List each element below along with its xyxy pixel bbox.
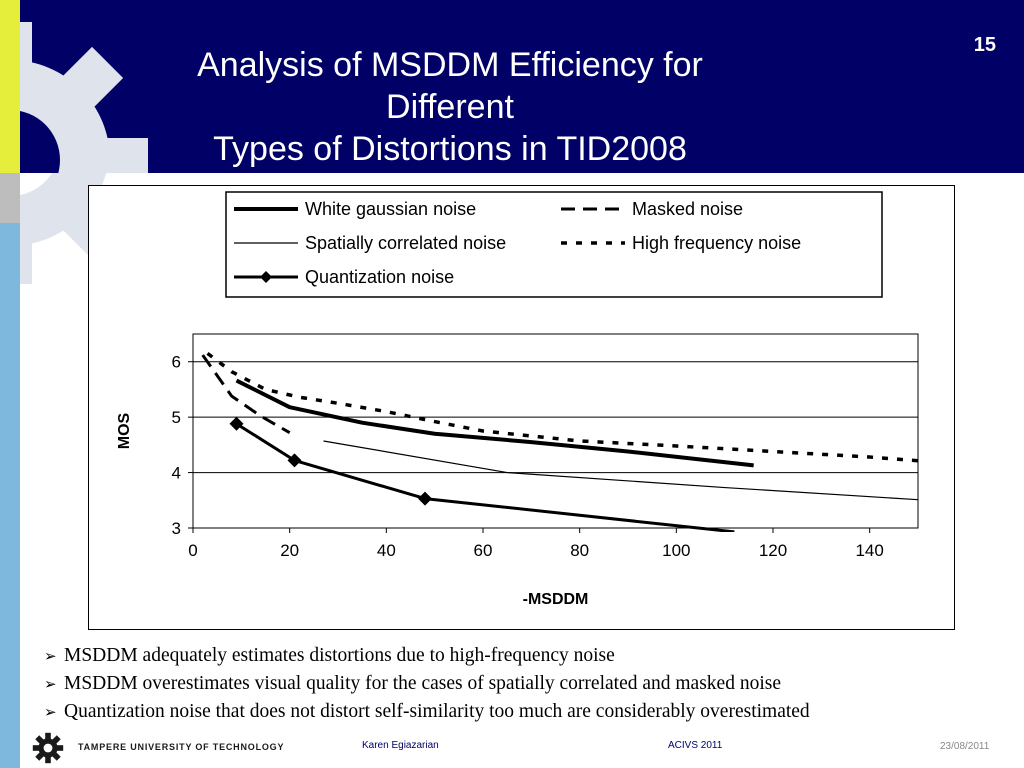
slide-number: 15 (973, 34, 996, 56)
footer-conference: ACIVS 2011 (668, 740, 723, 751)
bullet-list: ➢ MSDDM adequately estimates distortions … (44, 642, 1004, 726)
slide-title-line2: Types of Distortions in TID2008 (213, 130, 687, 168)
legend-label: Quantization noise (305, 267, 454, 287)
x-tick-label: 80 (570, 541, 589, 560)
x-tick-label: 120 (759, 541, 787, 560)
footer-university: TAMPERE UNIVERSITY OF TECHNOLOGY (78, 742, 285, 752)
y-tick-label: 5 (172, 408, 181, 427)
bullet-item: ➢ Quantization noise that does not distor… (44, 698, 1004, 726)
slide-title: Analysis of MSDDM Efficiency for Differe… (140, 44, 760, 170)
arrow-bullet-icon: ➢ (44, 675, 57, 693)
side-accent-grey (0, 173, 20, 223)
y-tick-label: 6 (172, 353, 181, 372)
data-point-marker (418, 491, 432, 506)
series-line (235, 378, 754, 468)
plot-area (192, 333, 919, 529)
bullet-item: ➢ MSDDM overestimates visual quality for … (44, 670, 1004, 698)
bullet-item: ➢ MSDDM adequately estimates distortions … (44, 642, 1004, 670)
legend-label: Spatially correlated noise (305, 233, 506, 253)
x-tick-label: 0 (188, 541, 197, 560)
slide-footer: TAMPERE UNIVERSITY OF TECHNOLOGY Karen E… (0, 728, 1024, 768)
x-axis-label: -MSDDM (523, 591, 589, 608)
legend-label: White gaussian noise (305, 199, 476, 219)
chart-frame: 3 4 5 6 0 20 40 60 80 100 120 140 -MSDDM MOS White gau… (88, 185, 955, 630)
slide-header: Analysis of MSDDM Efficiency for Differe… (20, 0, 1024, 173)
x-tick-label: 20 (280, 541, 299, 560)
bullet-text: MSDDM adequately estimates distortions d… (64, 645, 615, 666)
bullet-text: MSDDM overestimates visual quality for t… (64, 673, 781, 694)
arrow-bullet-icon: ➢ (44, 703, 57, 721)
series-line (323, 440, 918, 501)
series-line (206, 352, 918, 463)
university-logo-icon (32, 732, 64, 764)
gear-icon (20, 22, 148, 173)
bullet-text: Quantization noise that does not distort… (64, 701, 810, 722)
x-tick-label: 40 (377, 541, 396, 560)
y-tick-label: 4 (172, 464, 181, 483)
side-accent-blue (0, 223, 20, 768)
arrow-bullet-icon: ➢ (44, 647, 57, 665)
footer-date: 23/08/2011 (940, 741, 990, 752)
side-accent-yellow (0, 0, 20, 173)
y-tick-label: 3 (172, 519, 181, 538)
legend-label: Masked noise (632, 199, 743, 219)
legend-marker-icon (260, 271, 272, 283)
series-line (235, 422, 735, 532)
footer-author: Karen Egiazarian (362, 740, 439, 751)
legend-box (225, 191, 883, 298)
x-tick-label: 60 (474, 541, 493, 560)
legend-label: High frequency noise (632, 233, 801, 253)
plot-series-group (201, 352, 918, 532)
x-tick-label: 140 (855, 541, 883, 560)
y-axis-label: MOS (116, 412, 133, 449)
slide-title-line1: Analysis of MSDDM Efficiency for Differe… (197, 46, 703, 126)
x-tick-label: 100 (662, 541, 690, 560)
data-point-marker (287, 453, 302, 468)
series-line (201, 354, 291, 434)
data-point-marker (229, 416, 244, 431)
